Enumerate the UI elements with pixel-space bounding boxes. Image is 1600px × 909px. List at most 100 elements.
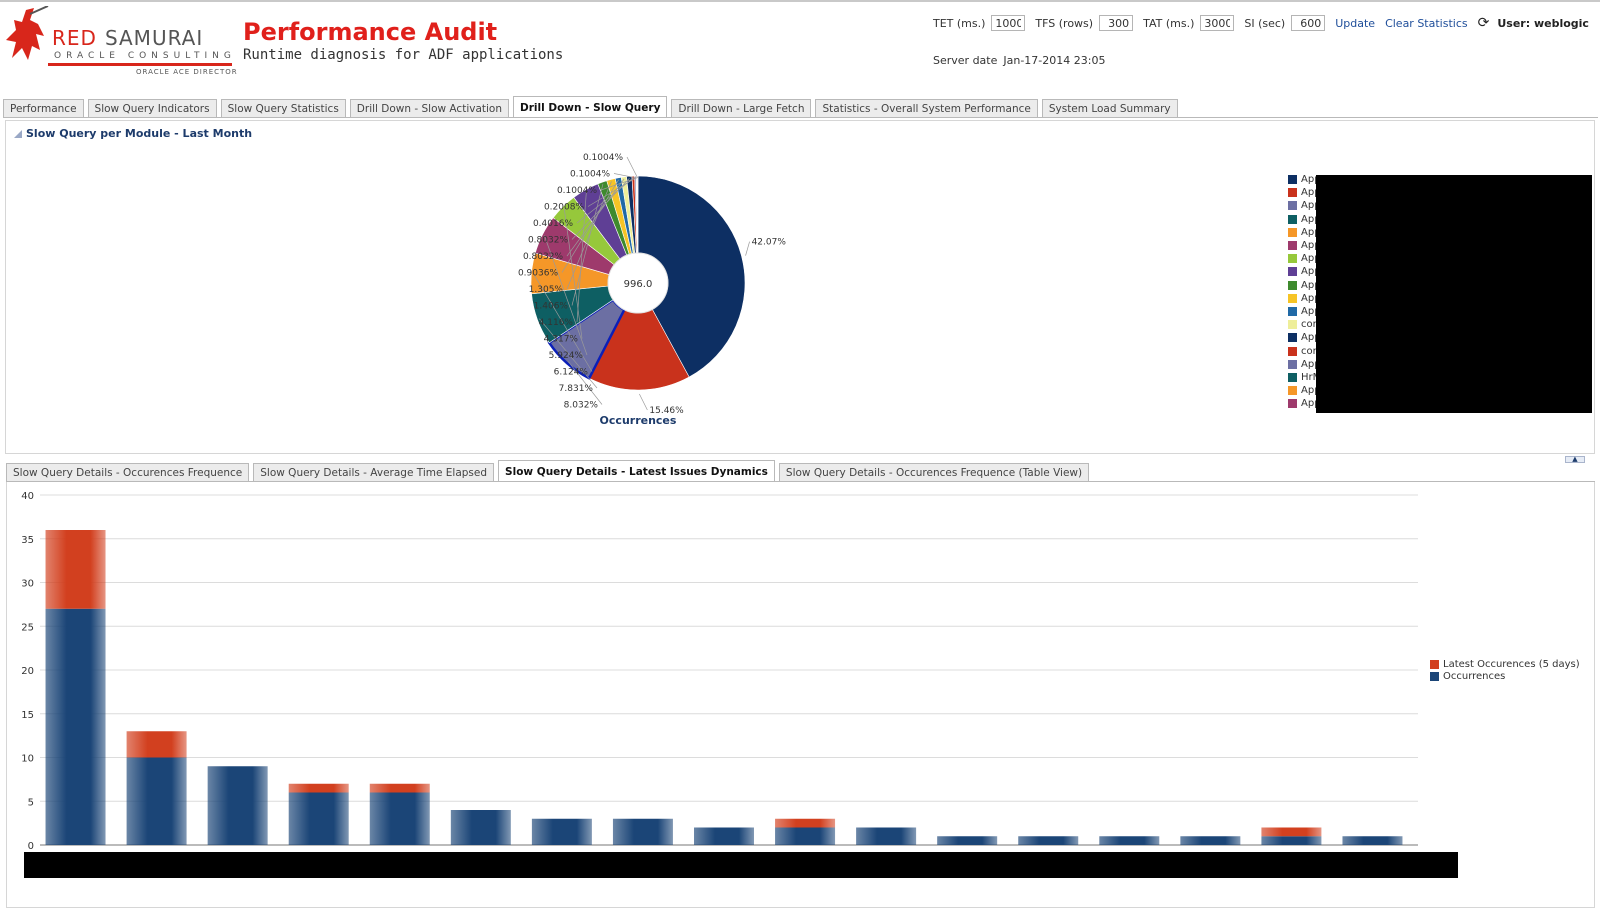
legend-occurrences: Occurrences: [1430, 670, 1580, 682]
tet-input[interactable]: [991, 15, 1026, 31]
pie-legend-item: App: [1288, 265, 1321, 278]
update-link[interactable]: Update: [1335, 16, 1376, 30]
pie-panel-title-text: Slow Query per Module - Last Month: [26, 127, 253, 140]
bar-segment[interactable]: [612, 818, 673, 845]
pie-panel-title[interactable]: Slow Query per Module - Last Month: [14, 127, 252, 140]
tab-latest-issues-dynamics[interactable]: Slow Query Details - Latest Issues Dynam…: [498, 460, 775, 482]
bar-segment[interactable]: [1261, 827, 1322, 837]
tat-input[interactable]: [1200, 15, 1235, 31]
pie-legend-label: cor: [1301, 319, 1317, 331]
bar-segment[interactable]: [856, 827, 917, 846]
pie-legend-item: App: [1288, 305, 1321, 318]
bar-segment[interactable]: [288, 792, 349, 846]
pie-legend-label: App: [1301, 266, 1321, 278]
pie-slice-label: 0.1004%: [557, 186, 597, 196]
bar-segment[interactable]: [1018, 836, 1079, 845]
pie-legend-item: App: [1288, 199, 1321, 212]
bar-segment[interactable]: [126, 757, 187, 846]
bar-segment[interactable]: [45, 530, 106, 609]
pie-leader-line: [561, 179, 619, 273]
bar-y-tick-label: 20: [21, 666, 34, 677]
pie-legend-item: cor: [1288, 318, 1321, 331]
bar-segment[interactable]: [775, 827, 836, 846]
pie-legend-swatch: [1288, 201, 1297, 211]
legend-latest-occurences: Latest Occurences (5 days): [1430, 658, 1580, 670]
pie-legend-label: App: [1301, 187, 1321, 199]
pie-slice-label: 1.406%: [534, 302, 569, 312]
red-samurai-logo: RED SAMURAI ORACLE CONSULTING ORACLE ACE …: [4, 6, 237, 76]
legend-swatch-latest: [1430, 659, 1439, 669]
bar-segment[interactable]: [369, 783, 430, 793]
main-tab-bar: Performance Slow Query Indicators Slow Q…: [3, 96, 1182, 118]
pie-slice-label: 0.8032%: [523, 252, 563, 262]
server-date: Server date Jan-17-2014 23:05: [933, 54, 1105, 67]
bar-y-tick-label: 15: [21, 710, 34, 721]
pie-legend-item: HrM: [1288, 371, 1321, 384]
tab-slow-query-indicators[interactable]: Slow Query Indicators: [87, 99, 217, 118]
bar-segment[interactable]: [1099, 836, 1160, 845]
pie-leader-line: [639, 393, 648, 411]
bar-segment[interactable]: [775, 818, 836, 828]
bar-segment[interactable]: [937, 836, 998, 845]
bar-segment[interactable]: [288, 783, 349, 793]
bar-segment[interactable]: [369, 792, 430, 846]
pie-legend: App App App App App App App App App App App cor App c…: [1288, 173, 1321, 410]
tab-average-time-elapsed[interactable]: Slow Query Details - Average Time Elapse…: [253, 463, 495, 482]
parameter-bar: TET (ms.) TFS (rows) TAT (ms.) SI (sec) …: [933, 13, 1589, 33]
si-input[interactable]: [1291, 15, 1326, 31]
collapse-up-icon[interactable]: ▲: [1565, 456, 1585, 463]
collapse-icon[interactable]: [14, 130, 22, 138]
tab-performance[interactable]: Performance: [3, 99, 84, 118]
tab-drill-down-slow-activation[interactable]: Drill Down - Slow Activation: [349, 99, 510, 118]
pie-legend-item: App: [1288, 279, 1321, 292]
pie-legend-swatch: [1288, 280, 1297, 290]
refresh-icon[interactable]: ⟳: [1477, 15, 1490, 31]
logo-wordmark: RED SAMURAI: [52, 26, 204, 50]
logo-subtitle: ORACLE CONSULTING: [54, 51, 236, 61]
bar-segment[interactable]: [45, 608, 106, 845]
tab-occurences-frequence-table[interactable]: Slow Query Details - Occurences Frequenc…: [778, 463, 1090, 482]
bar-segment[interactable]: [1342, 836, 1403, 845]
bar-y-tick-label: 40: [21, 491, 34, 502]
pie-legend-item: App: [1288, 239, 1321, 252]
pie-legend-item: App: [1288, 358, 1321, 371]
pie-legend-swatch: [1288, 254, 1297, 264]
tab-system-load-summary[interactable]: System Load Summary: [1041, 99, 1178, 118]
pie-leader-line: [571, 183, 604, 306]
bar-segment[interactable]: [531, 818, 592, 845]
clear-statistics-link[interactable]: Clear Statistics: [1385, 16, 1468, 30]
bar-segment[interactable]: [694, 827, 754, 846]
pie-leader-line: [600, 177, 637, 191]
pie-legend-item: App: [1288, 252, 1321, 265]
bar-segment[interactable]: [1261, 836, 1322, 845]
pie-legend-label: App: [1301, 279, 1321, 291]
main-tab-underline: [3, 117, 1598, 118]
pie-legend-item: App: [1288, 292, 1321, 305]
pie-legend-swatch: [1288, 293, 1297, 303]
pie-legend-swatch: [1288, 346, 1297, 356]
tab-statistics-overall-system-performance[interactable]: Statistics - Overall System Performance: [815, 99, 1038, 118]
tab-drill-down-slow-query[interactable]: Drill Down - Slow Query: [513, 96, 668, 118]
tab-occurences-frequence[interactable]: Slow Query Details - Occurences Frequenc…: [6, 463, 250, 482]
pie-slice-label: 15.46%: [649, 406, 684, 416]
server-date-value: Jan-17-2014 23:05: [1003, 54, 1106, 67]
tab-slow-query-statistics[interactable]: Slow Query Statistics: [220, 99, 346, 118]
bar-segment[interactable]: [1180, 836, 1241, 845]
pie-leader-line: [566, 178, 625, 257]
pie-legend-swatch: [1288, 386, 1297, 396]
pie-legend-swatch: [1288, 241, 1297, 251]
pie-legend-swatch: [1288, 188, 1297, 198]
pie-legend-label: App: [1301, 253, 1321, 265]
tfs-input[interactable]: [1099, 15, 1134, 31]
pie-leader-line: [745, 241, 750, 256]
bar-segment[interactable]: [126, 731, 187, 758]
tet-label: TET (ms.): [933, 16, 986, 30]
pie-panel: Slow Query per Module - Last Month 42.07…: [5, 120, 1595, 454]
bar-segment[interactable]: [450, 810, 511, 845]
pie-legend-swatch: [1288, 359, 1297, 369]
pie-legend-swatch: [1288, 333, 1297, 343]
bar-segment[interactable]: [207, 766, 268, 845]
pie-center-hole: [607, 252, 669, 314]
tab-drill-down-large-fetch[interactable]: Drill Down - Large Fetch: [671, 99, 812, 118]
pie-center-label: 996.0: [624, 279, 653, 290]
